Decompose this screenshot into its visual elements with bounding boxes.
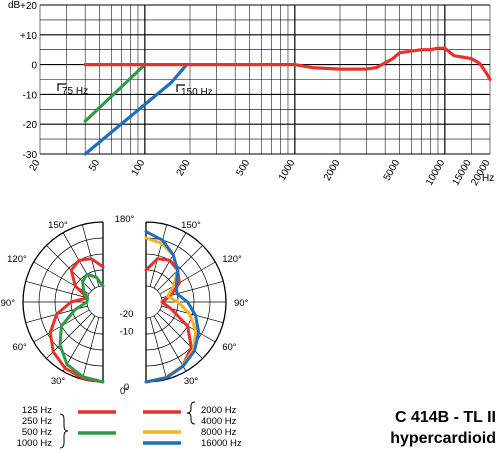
polar-angle-label: 180° bbox=[115, 214, 135, 225]
legend-left-label: 250 Hz bbox=[22, 416, 52, 427]
polar-spoke bbox=[157, 245, 203, 291]
polar-series-line bbox=[58, 272, 105, 384]
response-series-line bbox=[83, 46, 492, 82]
polar-right-half bbox=[145, 221, 227, 383]
x-tick-label: 10000 bbox=[424, 158, 448, 188]
response-series-line bbox=[83, 62, 189, 156]
pattern-name: hypercardioid bbox=[390, 430, 496, 447]
cutoff-label-150: 150 Hz bbox=[181, 87, 213, 98]
y-tick-label: +20 bbox=[20, 1, 37, 12]
polar-spoke bbox=[46, 245, 92, 291]
polar-radial-labels: 0 -10 -20 bbox=[120, 309, 134, 393]
y-tick-label: -10 bbox=[23, 90, 38, 101]
polar-angle-labels: 0° 30° 30° 60° 60° 90° 90° 120° 120° 150° 150° 180° bbox=[1, 214, 249, 397]
x-tick-label: 5000 bbox=[382, 158, 403, 183]
x-tick-label: 500 bbox=[234, 158, 252, 178]
y-tick-label: -30 bbox=[23, 150, 38, 161]
polar-radial-label: 0 bbox=[124, 382, 129, 393]
polar-spoke bbox=[153, 315, 187, 372]
y-tick-label: -20 bbox=[23, 120, 38, 131]
polar-angle-label: 0° bbox=[120, 386, 129, 397]
model-name: C 414B - TL II bbox=[395, 409, 496, 426]
x-tick-label: 200 bbox=[175, 158, 193, 178]
frequency-series bbox=[83, 46, 492, 156]
legend-right-brace bbox=[186, 401, 196, 425]
x-tick-label: 2000 bbox=[322, 158, 343, 183]
polar-spoke bbox=[81, 317, 100, 380]
polar-series-line bbox=[144, 230, 201, 384]
polar-angle-label: 150° bbox=[181, 220, 201, 231]
polar-spoke bbox=[62, 315, 96, 372]
x-tick-label: 50 bbox=[87, 158, 102, 174]
polar-angle-label: 120° bbox=[222, 254, 242, 265]
y-tick-label: 0 bbox=[31, 61, 37, 72]
polar-spoke bbox=[25, 280, 88, 299]
cutoff-label-75: 75 Hz bbox=[62, 86, 88, 97]
frequency-y-ticks: +20 +10 0 -10 -20 -30 bbox=[20, 1, 37, 161]
polar-angle-label: 90° bbox=[234, 298, 249, 309]
cutoff-marker-75: 75 Hz bbox=[57, 83, 88, 97]
x-axis-unit: Hz bbox=[482, 173, 494, 184]
polar-spoke bbox=[149, 224, 168, 287]
polar-angle-label: 90° bbox=[1, 298, 16, 309]
polar-series-line bbox=[48, 257, 105, 384]
legend-right-label: 8000 Hz bbox=[201, 427, 237, 438]
polar-angle-label: 30° bbox=[184, 376, 199, 387]
polar-radial-label: -20 bbox=[120, 309, 134, 320]
y-axis-label: dB bbox=[8, 0, 21, 11]
polar-pattern-chart: 0° 30° 30° 60° 60° 90° 90° 120° 120° 150° 150° 180°… bbox=[1, 214, 249, 397]
polar-ring bbox=[145, 285, 163, 319]
y-tick-label: +10 bbox=[20, 31, 37, 42]
legend-left-label: 125 Hz bbox=[22, 405, 52, 416]
frequency-grid bbox=[39, 4, 491, 155]
polar-angle-label: 120° bbox=[7, 254, 27, 265]
polar-angle-label: 60° bbox=[12, 342, 27, 353]
legend-left-label: 500 Hz bbox=[22, 427, 52, 438]
response-series-line bbox=[83, 62, 147, 123]
polar-angle-label: 60° bbox=[222, 342, 237, 353]
polar-spoke bbox=[159, 261, 216, 295]
legend-left-label: 1000 Hz bbox=[17, 438, 53, 449]
legend-right-label: 2000 Hz bbox=[201, 405, 237, 416]
x-tick-label: 100 bbox=[130, 158, 148, 178]
legend-right-label: 4000 Hz bbox=[201, 416, 237, 427]
polar-left-half bbox=[22, 221, 104, 383]
polar-ring bbox=[86, 285, 104, 319]
cutoff-marker-150: 150 Hz bbox=[176, 84, 213, 98]
polar-spoke bbox=[33, 261, 90, 295]
polar-series bbox=[48, 230, 201, 384]
frequency-response-chart: +20 +10 0 -10 -20 -30 20 50 100 200 500 1000 2000 50… bbox=[8, 0, 494, 188]
legend-right-label: 16000 Hz bbox=[201, 438, 242, 449]
polar-spoke bbox=[149, 317, 168, 380]
x-tick-label: 20 bbox=[28, 158, 43, 174]
polar-angle-label: 150° bbox=[48, 220, 68, 231]
legend-left-brace bbox=[59, 413, 69, 449]
polar-radial-label: -10 bbox=[120, 326, 134, 337]
x-tick-label: 1000 bbox=[277, 158, 298, 183]
polar-angle-label: 30° bbox=[51, 376, 66, 387]
